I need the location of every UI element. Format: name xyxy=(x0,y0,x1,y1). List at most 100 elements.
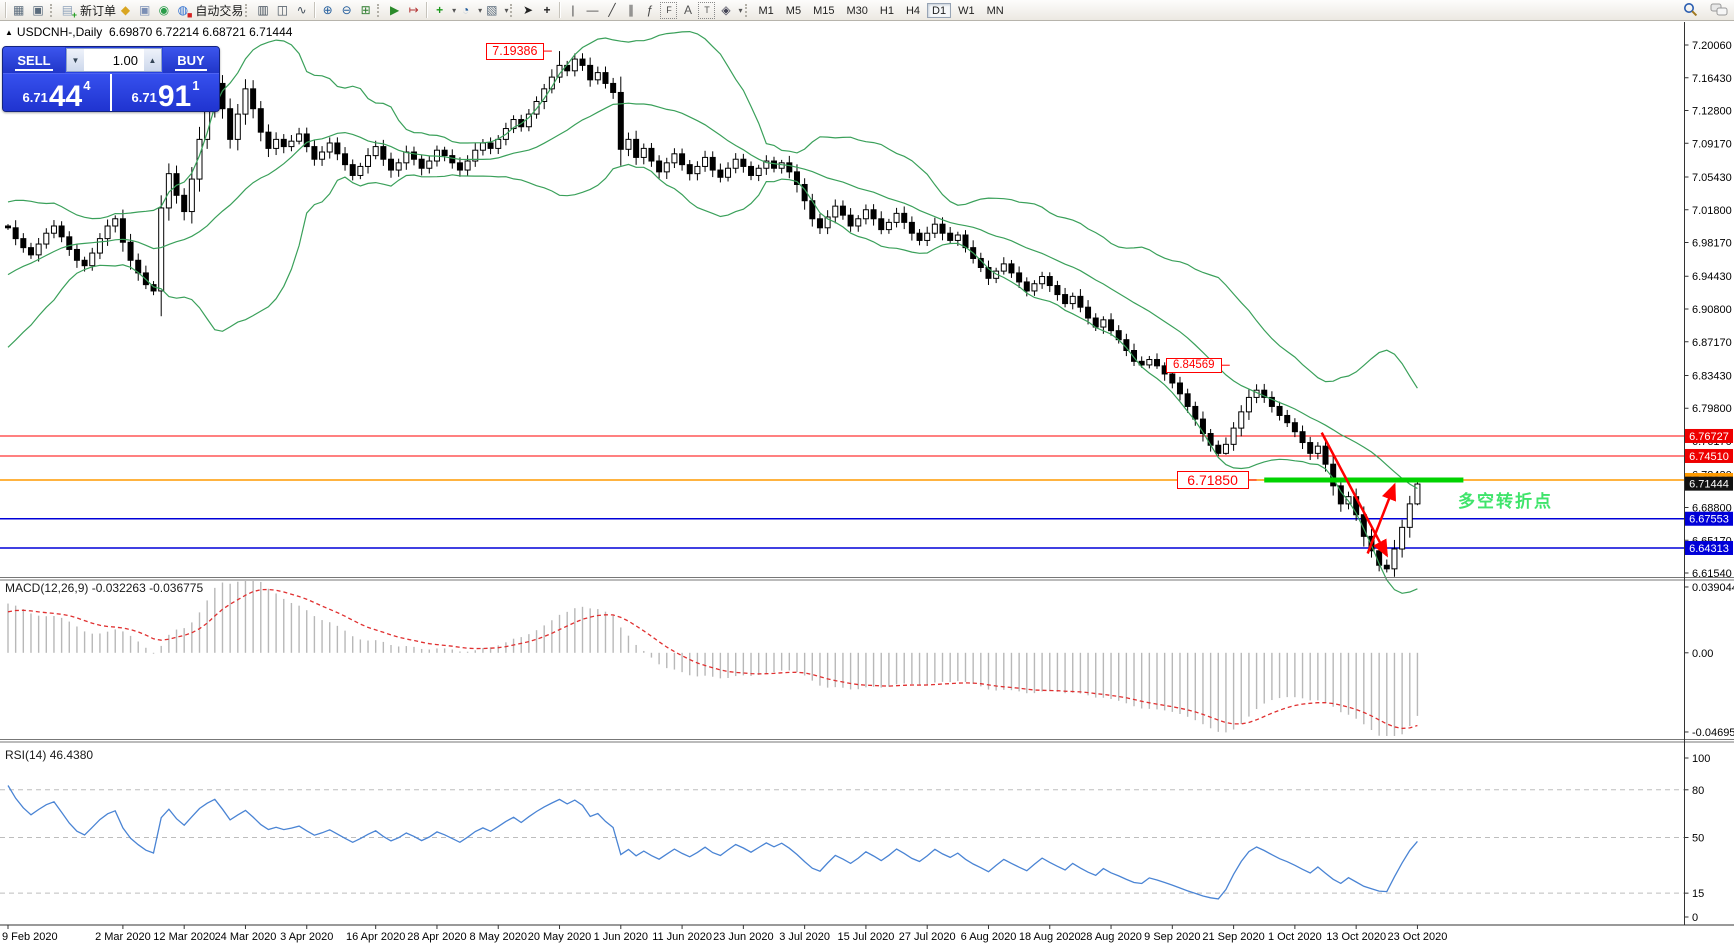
equidistant-channel-icon[interactable]: ∥ xyxy=(622,2,639,19)
date-axis-label: 9 Feb 2020 xyxy=(2,931,58,943)
zoom-out-icon[interactable]: ⊖ xyxy=(338,2,355,19)
volume-increase-button[interactable]: ▲ xyxy=(144,49,161,71)
price-label-box[interactable]: 6.71850 xyxy=(1176,470,1249,489)
price-label-connectors xyxy=(543,50,1257,481)
indicators-add-button-caret[interactable]: ▾ xyxy=(452,5,457,15)
date-axis-label: 23 Oct 2020 xyxy=(1387,931,1447,943)
templates-button-glyph: ▧ xyxy=(486,3,498,17)
price-label-box[interactable]: 6.84569 xyxy=(1165,357,1222,373)
new-order-button-badge: + xyxy=(71,9,78,20)
macd-axis-label: 0.039044 xyxy=(1692,582,1734,594)
trendline-icon-glyph: ╱ xyxy=(608,3,616,17)
text-icon[interactable]: A xyxy=(679,2,696,19)
price-axis-label: 7.16430 xyxy=(1692,73,1732,85)
sell-button[interactable]: SELL xyxy=(3,47,65,73)
timeframe-m30-button[interactable]: M30 xyxy=(841,3,872,18)
periods-clock-button-glyph: ◔ xyxy=(461,3,470,17)
date-axis-label: 3 Apr 2020 xyxy=(280,931,333,943)
ohlc-values: 6.69870 6.72214 6.68721 6.71444 xyxy=(108,25,293,39)
indicators-add-button[interactable]: + xyxy=(431,2,448,19)
buy-price[interactable]: 6.71 91 1 xyxy=(110,74,219,111)
cycle-lines-icon[interactable]: F xyxy=(660,1,678,19)
tile-windows-icon[interactable]: ⊞ xyxy=(357,2,374,19)
rsi-axis-label: 100 xyxy=(1692,753,1710,765)
candlestick-chart-icon[interactable]: ◫ xyxy=(274,2,291,19)
horizontal-level-lines[interactable] xyxy=(0,435,1684,549)
price-axis-label: 7.20060 xyxy=(1692,40,1732,52)
chart-canvas[interactable]: 7.20060 7.16430 7.12800 7.09170 7.05430 7.018… xyxy=(0,21,1734,943)
auto-trading-button-badge: ■ xyxy=(186,9,193,20)
toolbar-drag-handle xyxy=(377,3,382,17)
rsi-axis-label: 50 xyxy=(1692,833,1704,845)
new-order-button[interactable]: ▤ + xyxy=(59,2,78,20)
volume-input[interactable] xyxy=(84,51,144,69)
zoom-in-icon[interactable]: ⊕ xyxy=(319,2,336,19)
periods-clock-button-caret[interactable]: ▾ xyxy=(478,5,483,15)
auto-scroll-icon[interactable]: ▶ xyxy=(386,2,403,19)
sell-price[interactable]: 6.71 44 4 xyxy=(3,74,110,111)
timeframe-m5-button[interactable]: M5 xyxy=(781,3,806,18)
auto-trading-button-label[interactable]: 自动交易 xyxy=(195,3,244,18)
templates-button-caret[interactable]: ▾ xyxy=(504,5,509,15)
price-axis-badge: 6.76727 xyxy=(1685,428,1733,443)
horizontal-line-icon[interactable]: — xyxy=(583,2,601,19)
zoom-window-icon[interactable]: ▣ xyxy=(29,2,46,19)
date-axis-label: 28 Apr 2020 xyxy=(407,931,466,943)
timeframe-h4-button[interactable]: H4 xyxy=(901,3,925,18)
price-axis-badge: 6.74510 xyxy=(1685,448,1733,463)
toolbar-drag-handle xyxy=(245,3,250,17)
market-watch-icon[interactable]: ◆ xyxy=(117,2,134,19)
trend-arrows[interactable] xyxy=(1320,432,1396,558)
chart-window-icon[interactable]: ▦ xyxy=(10,2,27,19)
date-axis-label: 12 Mar 2020 xyxy=(153,931,215,943)
pivot-annotation-text[interactable]: 多空转折点 xyxy=(1458,492,1553,511)
macd-pane: 0.039044 0.00 -0.046959 xyxy=(7,581,1734,739)
terminal-icon[interactable]: ▣ xyxy=(136,2,153,19)
periods-clock-button[interactable]: ◔ xyxy=(457,2,474,19)
timeframe-h1-button[interactable]: H1 xyxy=(875,3,899,18)
time-scale[interactable]: 9 Feb 2020 2 Mar 2020 12 Mar 2020 24 Mar 20… xyxy=(2,925,1447,943)
horizontal-line-icon-glyph: — xyxy=(586,3,599,17)
templates-button[interactable]: ▧ xyxy=(483,2,500,19)
rsi-pane: 100 80 50 15 0 xyxy=(0,753,1710,924)
chart-shift-icon[interactable]: ↦ xyxy=(405,2,422,19)
arrows-tool-button-caret[interactable]: ▾ xyxy=(738,5,743,15)
timeframe-w1-button[interactable]: W1 xyxy=(953,3,980,18)
chat-icon[interactable] xyxy=(1710,3,1728,17)
toolbar-drag-handle xyxy=(49,3,55,17)
cursor-icon[interactable]: ➤ xyxy=(519,2,536,19)
toolbar-separator xyxy=(314,2,316,18)
text-label-icon[interactable]: T xyxy=(698,1,716,19)
macd-axis-label: 0.00 xyxy=(1692,648,1713,660)
buy-button[interactable]: BUY xyxy=(163,47,219,73)
chart-window[interactable]: 7.20060 7.16430 7.12800 7.09170 7.05430 7.018… xyxy=(0,21,1734,943)
bar-chart-icon-glyph: ▥ xyxy=(257,3,269,17)
timeframe-d1-button[interactable]: D1 xyxy=(927,2,952,18)
price-label-box[interactable]: 7.19386 xyxy=(485,42,544,60)
timeframe-m15-button[interactable]: M15 xyxy=(808,3,839,18)
crosshair-icon[interactable]: + xyxy=(538,2,555,19)
symbol-collapse-icon[interactable]: ▲ xyxy=(5,28,13,37)
date-axis-label: 28 Aug 2020 xyxy=(1080,931,1142,943)
timeframe-mn-button[interactable]: MN xyxy=(982,3,1009,18)
svg-text:6.64313: 6.64313 xyxy=(1689,543,1729,555)
search-icon[interactable] xyxy=(1683,2,1698,17)
timeframe-m1-button[interactable]: M1 xyxy=(754,3,779,18)
arrows-tool-button[interactable]: ◈ xyxy=(717,2,734,19)
volume-decrease-button[interactable]: ▼ xyxy=(67,49,84,71)
signals-icon[interactable]: ◉ xyxy=(155,2,172,19)
auto-trading-button[interactable]: ◍ ■ xyxy=(174,2,193,20)
new-order-button-glyph: ▤ xyxy=(61,3,74,17)
bar-chart-icon[interactable]: ▥ xyxy=(254,2,271,19)
line-chart-icon[interactable]: ∿ xyxy=(293,2,310,19)
trendline-icon[interactable]: ╱ xyxy=(603,2,620,19)
chart-window-icon-glyph: ▦ xyxy=(13,3,25,17)
new-order-button-label[interactable]: 新订单 xyxy=(80,3,117,18)
one-click-trading-panel: SELL ▼ ▲ BUY 6.71 44 4 6.71 91 1 xyxy=(2,46,220,112)
toolbar-separator xyxy=(426,2,428,18)
date-axis-label: 20 May 2020 xyxy=(528,931,592,943)
price-scale[interactable]: 7.20060 7.16430 7.12800 7.09170 7.05430 7.018… xyxy=(1684,40,1734,580)
fibonacci-icon[interactable]: ƒ xyxy=(641,2,658,19)
vertical-line-icon[interactable]: | xyxy=(564,2,581,19)
bollinger-bands xyxy=(7,30,1418,594)
